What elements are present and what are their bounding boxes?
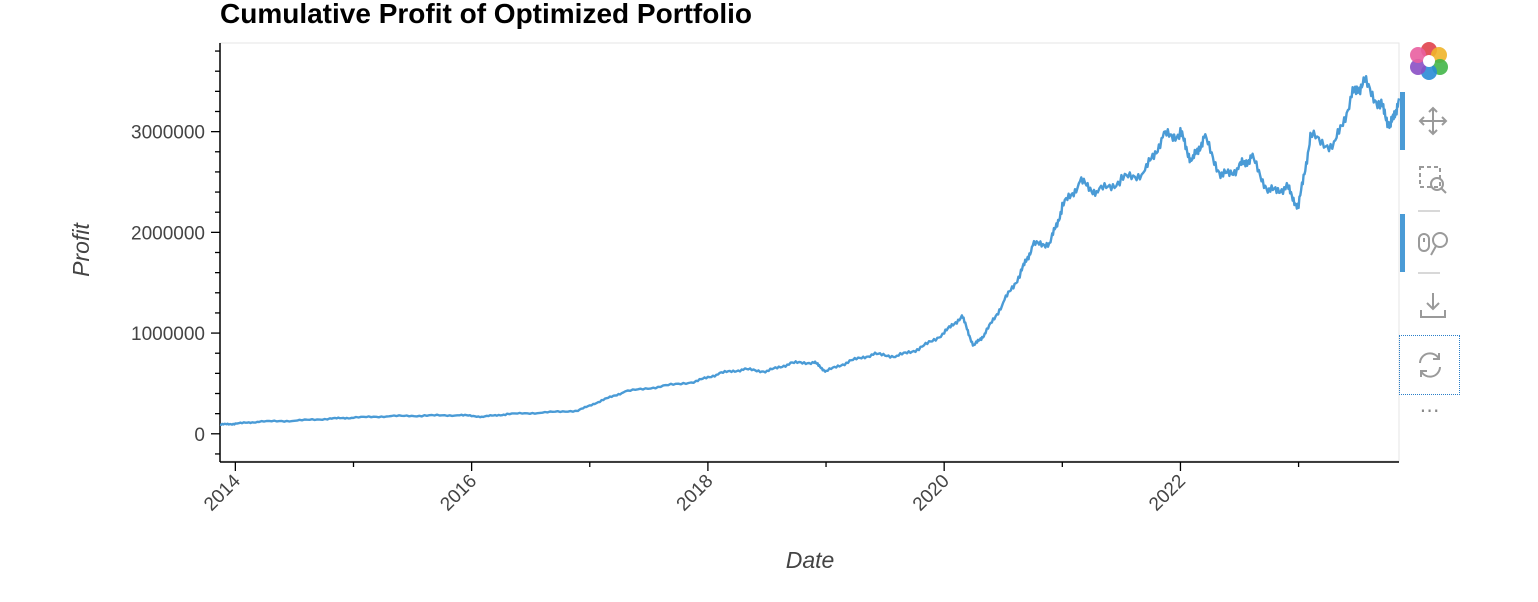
x-axis-label: Date [786,547,835,573]
chart-title: Cumulative Profit of Optimized Portfolio [220,0,752,29]
reset-tool-icon [1418,352,1441,378]
toolbar-divider [1418,272,1440,274]
bokeh-logo[interactable] [1405,36,1453,86]
y-tick-label: 0 [194,425,205,446]
axis-ticks [211,50,1300,471]
save-tool-icon [1420,293,1446,318]
pan-tool-icon [1418,106,1448,136]
profit-series-line [219,75,1401,426]
save-tool-button[interactable] [1409,280,1457,330]
more-tools-button[interactable]: ⋯ [1419,398,1441,422]
x-tick-label: 2022 [1145,471,1190,516]
wheel-zoom-tool-icon [1418,232,1448,256]
x-tick-label: 2016 [436,471,481,516]
box-zoom-tool-button[interactable] [1409,155,1457,205]
x-tick-label: 2020 [909,471,954,516]
logo-icon [1410,42,1448,80]
y-axis-label: Profit [68,222,94,277]
reset-tool-button[interactable] [1399,335,1460,395]
plot-frame [219,42,1400,462]
wheel-zoom-tool-button[interactable] [1400,214,1457,272]
y-tick-label: 1000000 [131,324,205,345]
y-tick-label: 3000000 [131,123,205,144]
y-tick-label: 2000000 [131,223,205,244]
x-tick-label: 2014 [200,470,245,515]
toolbar-divider [1418,210,1440,212]
pan-tool-button[interactable] [1400,92,1457,150]
box-zoom-tool-icon [1419,166,1447,194]
x-tick-label: 2018 [673,471,718,516]
tick-labels: 0 1000000 2000000 3000000 2014 2016 2018 2020 20… [131,123,1190,516]
